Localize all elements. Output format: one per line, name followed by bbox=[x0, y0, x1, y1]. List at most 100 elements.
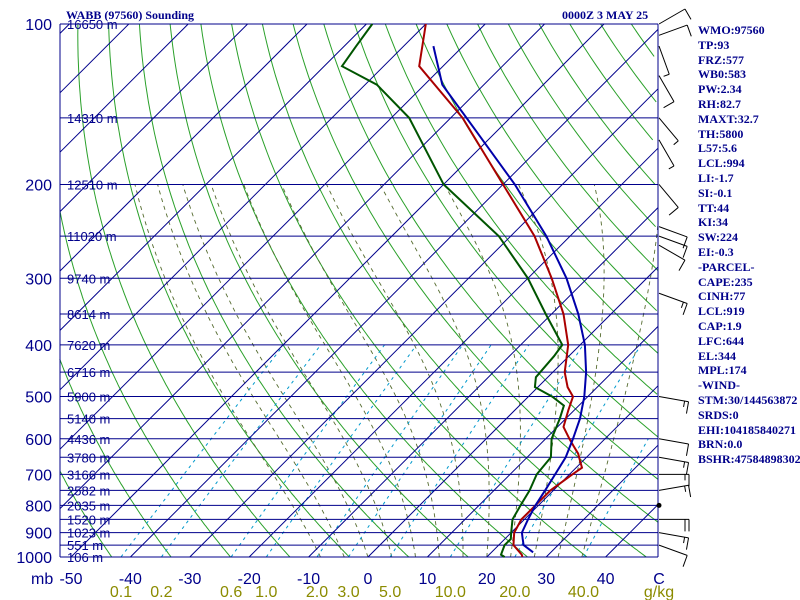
index-item: CAP:1.9 bbox=[698, 318, 742, 333]
moist-adiabat-line bbox=[444, 184, 521, 558]
dry-adiabat-line bbox=[507, 23, 656, 228]
index-item: RH:82.7 bbox=[698, 96, 741, 111]
mixing-ratio-line bbox=[583, 438, 649, 558]
index-item: BRN:0.0 bbox=[698, 437, 743, 452]
mixing-ratio-label: 2.0 bbox=[306, 584, 328, 600]
moist-adiabat-line bbox=[326, 184, 464, 557]
wind-barb-flag bbox=[685, 443, 690, 456]
parcel-line bbox=[432, 45, 588, 554]
index-item: FRZ:577 bbox=[698, 52, 744, 67]
wind-barb-flag bbox=[684, 8, 692, 20]
temperature-tick-label: -10 bbox=[297, 571, 320, 588]
dry-adiabat-line bbox=[200, 23, 528, 558]
dry-adiabat-line bbox=[354, 23, 659, 438]
wind-barb-flag bbox=[678, 259, 686, 271]
index-item: LCL:919 bbox=[698, 304, 745, 319]
temperature-tick-label: -20 bbox=[238, 571, 261, 588]
index-item: LCL:994 bbox=[698, 156, 745, 171]
mixing-ratio-label: 5.0 bbox=[379, 584, 401, 600]
isotherm-line bbox=[545, 444, 659, 558]
dry-adiabat-line bbox=[384, 23, 658, 395]
index-item: -WIND- bbox=[698, 378, 740, 393]
wind-barb-flag bbox=[683, 537, 686, 544]
height-label: 12510 m bbox=[67, 177, 118, 192]
wind-barb-staff bbox=[658, 244, 686, 261]
height-label: 1520 m bbox=[67, 512, 110, 527]
dry-adiabat-line bbox=[569, 23, 654, 141]
isotherm-line bbox=[59, 23, 130, 94]
mixing-ratio-line bbox=[265, 344, 417, 558]
height-label: 2035 m bbox=[67, 498, 110, 513]
height-label: 5900 m bbox=[67, 390, 110, 405]
wind-barb-flag bbox=[682, 246, 688, 258]
wind-barb-flag bbox=[680, 301, 684, 308]
wind-barb-staff bbox=[658, 456, 689, 463]
index-item: TH:5800 bbox=[698, 126, 744, 141]
wind-barb-flag bbox=[685, 462, 690, 475]
index-item: LFC:644 bbox=[698, 333, 744, 348]
sounding-lines bbox=[340, 23, 588, 558]
height-label: 5140 m bbox=[67, 412, 110, 427]
moist-adiabat-line bbox=[518, 184, 559, 558]
isotherm-line bbox=[189, 88, 659, 558]
index-item: MAXT:32.7 bbox=[698, 111, 759, 126]
index-item: BSHR:475848983021 bbox=[698, 452, 800, 467]
isotherm-line bbox=[367, 266, 659, 558]
index-item: WB0:583 bbox=[698, 67, 746, 82]
wind-barb-flag bbox=[682, 236, 688, 249]
index-item: SRDS:0 bbox=[698, 407, 739, 422]
dewpoint-line bbox=[340, 23, 566, 558]
dry-adiabat-line bbox=[59, 211, 231, 558]
isotherm-line bbox=[427, 326, 659, 558]
height-label: 551 m bbox=[67, 538, 103, 553]
temperature-tick-label: 40 bbox=[597, 571, 615, 588]
moist-adiabat-line bbox=[379, 184, 490, 558]
wind-barb-flag bbox=[663, 101, 675, 109]
index-item: MPL:174 bbox=[698, 363, 747, 378]
wind-barb-staff bbox=[658, 139, 675, 167]
moist-adiabats bbox=[134, 184, 659, 558]
pressure-tick-label: 700 bbox=[25, 467, 52, 484]
index-item: STM:30/144563872 bbox=[698, 392, 798, 407]
height-label: 4436 m bbox=[67, 432, 110, 447]
wind-barbs bbox=[656, 8, 692, 567]
index-item: PW:2.34 bbox=[698, 82, 742, 97]
dry-adiabat-line bbox=[630, 23, 655, 57]
mixing-ratio-label: 0.1 bbox=[110, 584, 132, 600]
height-label: 14310 m bbox=[67, 111, 118, 126]
mixing-ratio-label: 0.2 bbox=[150, 584, 172, 600]
wind-barb-flag bbox=[682, 555, 688, 567]
wind-barb-staff bbox=[658, 484, 689, 491]
isotherm-line bbox=[605, 504, 659, 558]
isotherm-line bbox=[59, 23, 427, 391]
height-label: 3166 m bbox=[67, 467, 110, 482]
height-label: 9740 m bbox=[67, 271, 110, 286]
mixing-ratio-line bbox=[230, 344, 385, 558]
index-item: L57:5.6 bbox=[698, 141, 737, 156]
pressure-tick-label: 1000 bbox=[16, 550, 52, 567]
temperature-tick-label: 0 bbox=[364, 571, 373, 588]
wind-barb-staff bbox=[658, 45, 670, 75]
temperature-tick-label: -30 bbox=[178, 571, 201, 588]
moist-adiabat-line bbox=[243, 184, 416, 558]
wind-barb-flag bbox=[688, 485, 692, 498]
wind-barb-flag bbox=[683, 400, 686, 408]
mixing-ratio-line bbox=[449, 344, 584, 558]
height-label: 7620 m bbox=[67, 338, 110, 353]
height-label: 6716 m bbox=[67, 365, 110, 380]
dry-adiabat-line bbox=[292, 23, 659, 523]
height-label: 2582 m bbox=[67, 483, 110, 498]
wind-barb-flag bbox=[683, 461, 686, 468]
observation-time: 0000Z 3 MAY 25 bbox=[562, 8, 649, 22]
mixing-ratio-label: 10.0 bbox=[435, 584, 466, 600]
wind-barb-flag bbox=[685, 401, 690, 414]
index-item: KI:34 bbox=[698, 215, 728, 230]
dry-adiabat-line bbox=[169, 23, 469, 558]
wind-barb-calm bbox=[656, 502, 662, 508]
mixing-ratio-line bbox=[120, 344, 285, 558]
pressure-tick-label: 500 bbox=[25, 390, 52, 407]
y-unit-label: mb bbox=[31, 571, 53, 588]
dry-adiabat-line bbox=[108, 23, 350, 558]
pressure-tick-label: 100 bbox=[25, 17, 52, 34]
pressure-tick-label: 900 bbox=[25, 526, 52, 543]
